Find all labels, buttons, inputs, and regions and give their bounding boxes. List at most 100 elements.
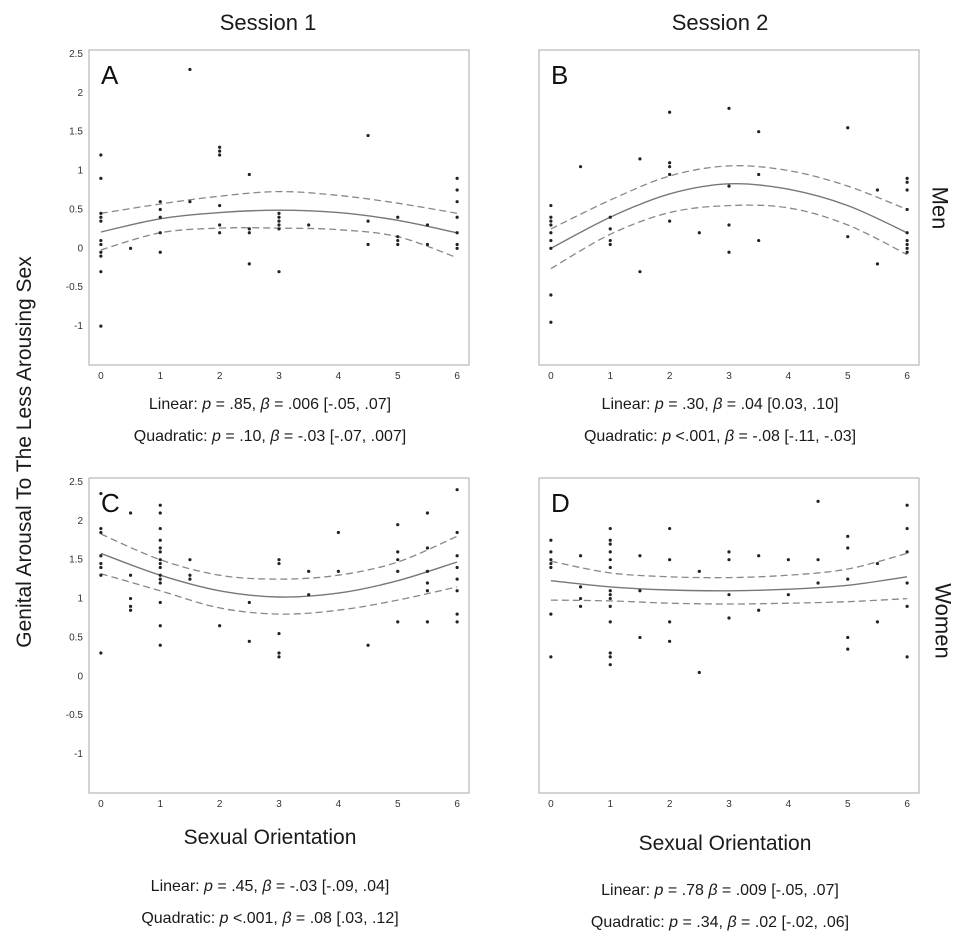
data-point	[128, 573, 133, 577]
ci-lower-line	[100, 573, 458, 615]
data-point	[158, 581, 162, 585]
data-point	[786, 593, 790, 597]
data-point	[425, 546, 430, 550]
data-point	[99, 324, 103, 328]
data-point	[697, 670, 701, 675]
fit-line	[550, 182, 908, 249]
data-point	[905, 188, 909, 192]
panel-d-linear-stat: Linear: p = .78 β = .009 [-.05, .07]	[601, 882, 839, 899]
data-point	[875, 188, 880, 192]
data-point	[905, 246, 909, 250]
data-point	[905, 581, 909, 585]
x-tick-label: 3	[726, 371, 732, 382]
y-tick-label: 0.5	[69, 204, 83, 215]
column-header-session-2: Session 2	[671, 10, 769, 35]
plot-frame	[88, 477, 470, 794]
data-point	[247, 227, 251, 231]
data-point	[128, 596, 133, 601]
data-point	[875, 620, 880, 624]
data-point	[128, 511, 133, 515]
data-point	[608, 593, 612, 597]
data-point	[99, 270, 103, 274]
data-point	[455, 215, 459, 219]
y-tick-label: -1	[74, 321, 83, 332]
data-point	[668, 639, 672, 643]
data-point	[727, 184, 731, 188]
panel-b-linear-stat: Linear: p = .30, β = .04 [0.03, .10]	[601, 396, 839, 413]
data-point	[277, 561, 281, 566]
data-point	[549, 561, 553, 566]
data-point	[549, 219, 553, 223]
x-tick-label: 6	[904, 799, 910, 810]
data-point	[875, 262, 880, 266]
data-point	[608, 620, 612, 624]
data-point	[158, 643, 162, 647]
data-point	[608, 655, 612, 659]
data-point	[608, 526, 612, 531]
panel-letter: A	[101, 60, 119, 90]
data-point	[158, 250, 162, 254]
data-point	[366, 242, 370, 247]
x-tick-label: 2	[667, 799, 673, 810]
data-point	[99, 573, 103, 577]
column-header-session-1: Session 1	[219, 10, 317, 35]
data-point	[668, 620, 672, 624]
data-point	[549, 320, 553, 324]
panel-letter: C	[101, 488, 120, 518]
data-point	[99, 176, 103, 180]
y-tick-label: -1	[74, 749, 83, 760]
data-point	[757, 238, 761, 243]
x-tick-label: 1	[157, 371, 163, 382]
data-point	[668, 110, 672, 114]
data-point	[247, 639, 251, 643]
ci-upper-line	[550, 165, 908, 230]
data-point	[128, 604, 133, 608]
data-point	[425, 511, 430, 515]
data-point	[727, 558, 731, 562]
data-point	[549, 293, 553, 297]
data-point	[549, 655, 553, 659]
panel-b-quadratic-stat: Quadratic: p <.001, β = -.08 [-.11, -.03…	[583, 428, 857, 445]
data-point	[277, 270, 281, 274]
data-point	[396, 558, 400, 562]
data-point	[99, 554, 103, 558]
data-point	[188, 573, 192, 577]
data-point	[727, 250, 731, 254]
panel-c-quadratic-stat: Quadratic: p <.001, β = .08 [.03, .12]	[141, 910, 399, 927]
data-point	[638, 589, 642, 593]
data-point	[549, 223, 553, 227]
plot-frame	[538, 477, 920, 794]
y-tick-label: 2.5	[69, 49, 83, 60]
data-point	[99, 530, 103, 535]
data-point	[608, 538, 612, 542]
data-point	[99, 491, 103, 496]
y-tick-label: 2	[77, 516, 83, 527]
data-point	[99, 250, 103, 254]
x-tick-label: 2	[217, 371, 223, 382]
panel-d: D 0 1 2 3 4 5 6	[538, 477, 920, 810]
data-point	[608, 651, 612, 655]
data-point	[608, 596, 612, 601]
data-point	[816, 558, 820, 562]
data-point	[455, 620, 459, 624]
data-point	[846, 235, 850, 239]
x-tick-label: 5	[395, 371, 401, 382]
x-tick-label: 0	[98, 799, 104, 810]
data-point	[158, 561, 162, 566]
data-point	[396, 523, 400, 527]
y-tick-label: 0.5	[69, 632, 83, 643]
data-point	[99, 565, 103, 570]
x-tick-label: 4	[336, 799, 342, 810]
data-point	[218, 223, 222, 227]
panel-c: C 0 1 2 3 4 5 6 2.5 2 1.5 1 0.5 0 -0.5 -1	[66, 477, 470, 810]
x-tick-label: 2	[667, 371, 673, 382]
data-point	[697, 569, 701, 573]
panel-letter: B	[551, 60, 568, 90]
data-point	[608, 604, 612, 608]
data-point	[455, 231, 459, 235]
data-point	[905, 550, 909, 554]
ci-lower-line	[550, 204, 908, 270]
data-point	[668, 172, 672, 177]
y-tick-label: 0	[77, 671, 83, 682]
x-tick-label: 4	[336, 371, 342, 382]
